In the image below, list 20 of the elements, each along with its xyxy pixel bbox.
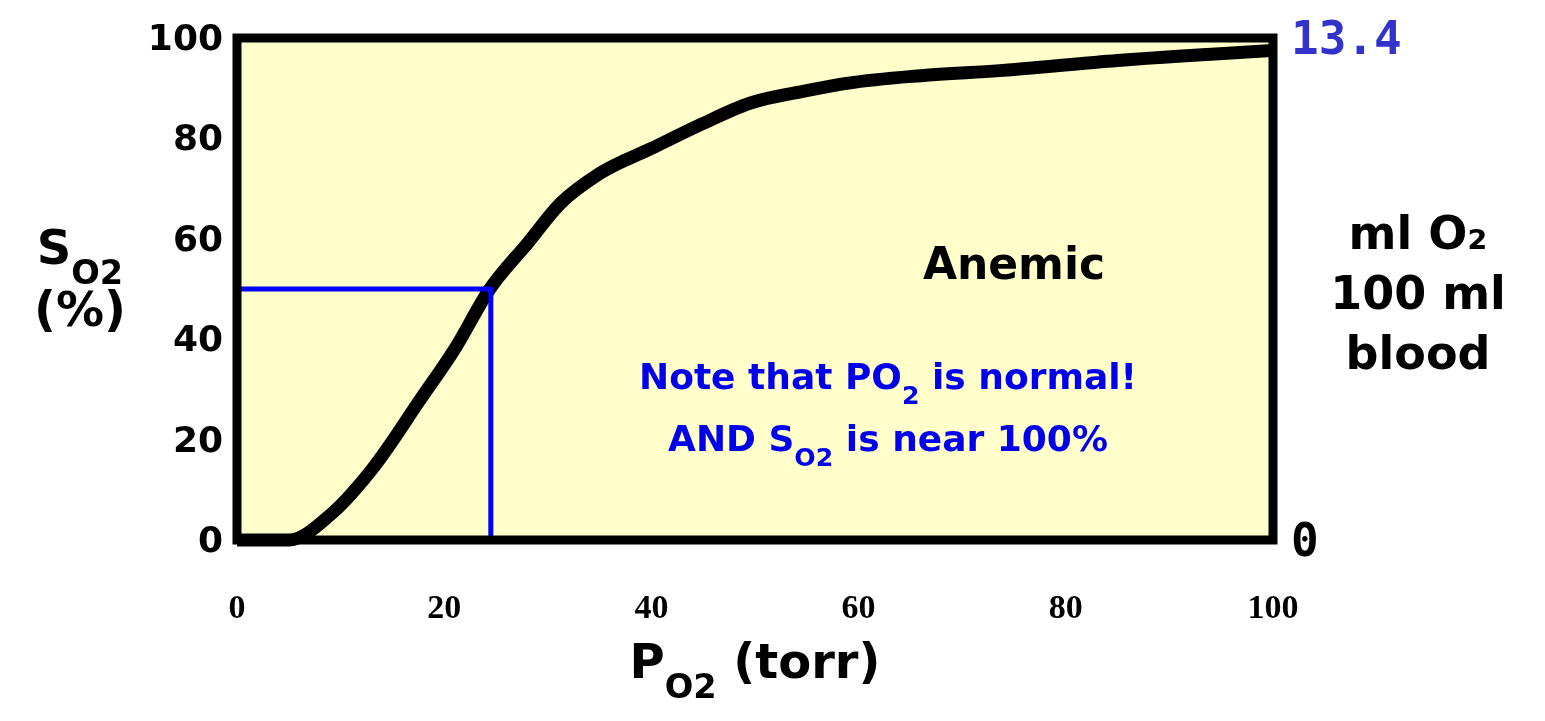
x-tick-label: 0: [228, 588, 246, 625]
x-tick-label: 60: [841, 588, 876, 625]
annotation: AND S$_{O2}$ is near 100%: [668, 418, 1108, 472]
y-tick-label: 80: [172, 117, 223, 159]
y-axis-title: S$_{O2}$ (%): [34, 218, 126, 337]
y-tick-label: 60: [172, 217, 223, 259]
y2-axis-title: ml O₂ 100 ml blood: [1330, 205, 1506, 380]
y-tick-label: 100: [147, 17, 223, 58]
x-tick-label: 80: [1048, 588, 1083, 625]
annotation: Anemic: [922, 237, 1106, 289]
annotation: Note that PO$_{2}$ is normal!: [639, 356, 1137, 410]
y-tick-label: 40: [172, 318, 223, 360]
x-tick-label: 20: [427, 588, 462, 625]
x-axis-title: P$_{O2}$ (torr): [629, 633, 881, 706]
x-tick-label: 100: [1247, 588, 1299, 625]
y2-tick-label: 0: [1291, 513, 1319, 567]
y-tick-label: 0: [197, 519, 223, 560]
y2-tick-label: 13.4: [1291, 11, 1402, 65]
x-tick-label: 40: [634, 588, 669, 625]
y-tick-label: 20: [172, 418, 223, 460]
